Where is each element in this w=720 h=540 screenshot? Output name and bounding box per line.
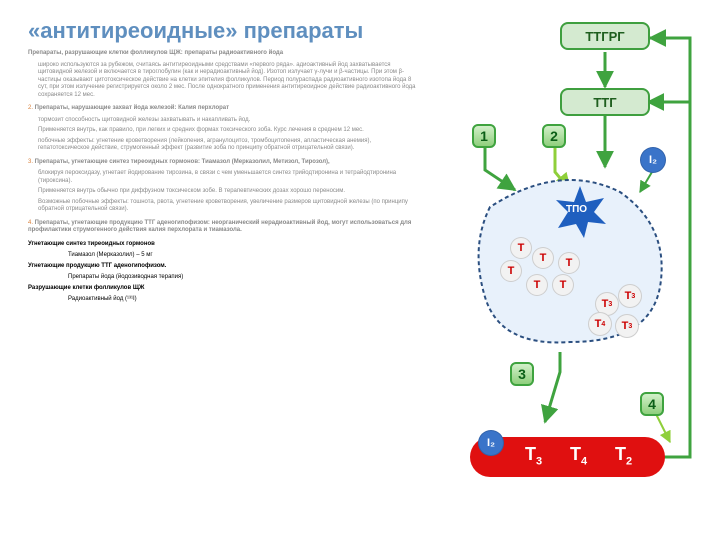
p3a: блокируя пероксидазу, угнетает йодирован… [38,170,418,185]
p2c: побочные эффекты: угнетение кроветворени… [38,138,418,153]
p3c: Возможные побочные эффекты: тошнота, рво… [38,199,418,214]
s3d: Радиоактивный йод (¹³¹I) [68,296,418,304]
p2a: тормозит способность щитовидной железы з… [38,117,418,125]
t-cell: Т [558,252,580,274]
s3: Разрушающие клетки фолликулов ЩЖ [28,285,418,293]
badge-1: 1 [472,124,496,148]
p2b: Применяется внутрь, как правило, при лег… [38,127,418,135]
p4h: Препараты, угнетающие продукцию ТТГ аден… [28,220,411,234]
ttgrg-box: ТТГРГ [560,22,650,50]
t-cell: Т [552,274,574,296]
diagram-area: ТТГРГ ТТГ 1 2 3 4 I₂ ТПО Т Т Т Т Т Т T3 … [440,12,710,532]
num3: 3. [28,159,35,165]
num2: 2. [28,105,35,111]
p3b: Применяется внутрь обычно при диффузном … [38,188,418,196]
t3-cell: T3 [618,284,642,308]
p1b: широко используются за рубежом, считаясь… [38,62,418,100]
t-cell: Т [526,274,548,296]
s1d: Тиамазол (Мерказолил) – 5 мг [68,252,418,260]
t-cell: Т [532,247,554,269]
t-cell: Т [500,260,522,282]
t3-label: T3 [525,444,542,468]
num4: 4. [28,220,35,226]
ttg-box: ТТГ [560,88,650,116]
t4-label: T4 [570,444,587,468]
s2: Угнетающие продукцию ТТГ аденогипофизом. [28,263,418,271]
t4-cell: T4 [588,312,612,336]
p1-head: Препараты, разрушающие клетки фолликулов… [28,50,283,56]
badge-2: 2 [542,124,566,148]
i2-bottom: I₂ [478,430,504,456]
badge-3: 3 [510,362,534,386]
t2-label: T2 [615,444,632,468]
tpo-label: ТПО [566,204,587,215]
t3-cell: T3 [615,314,639,338]
badge-4: 4 [640,392,664,416]
s2d: Препараты йода (йодозиводная терапия) [68,274,418,282]
s1: Угнетающие синтез тиреоидных гормонов [28,241,418,249]
t-cell: Т [510,237,532,259]
p2h: Препараты, нарушающие захват йода железо… [35,105,229,111]
page-title: «антитиреоидные» препараты [28,18,363,44]
text-column: Препараты, разрушающие клетки фолликулов… [28,50,418,307]
p3h: Препараты, угнетающие синтез тиреоидных … [35,159,330,165]
